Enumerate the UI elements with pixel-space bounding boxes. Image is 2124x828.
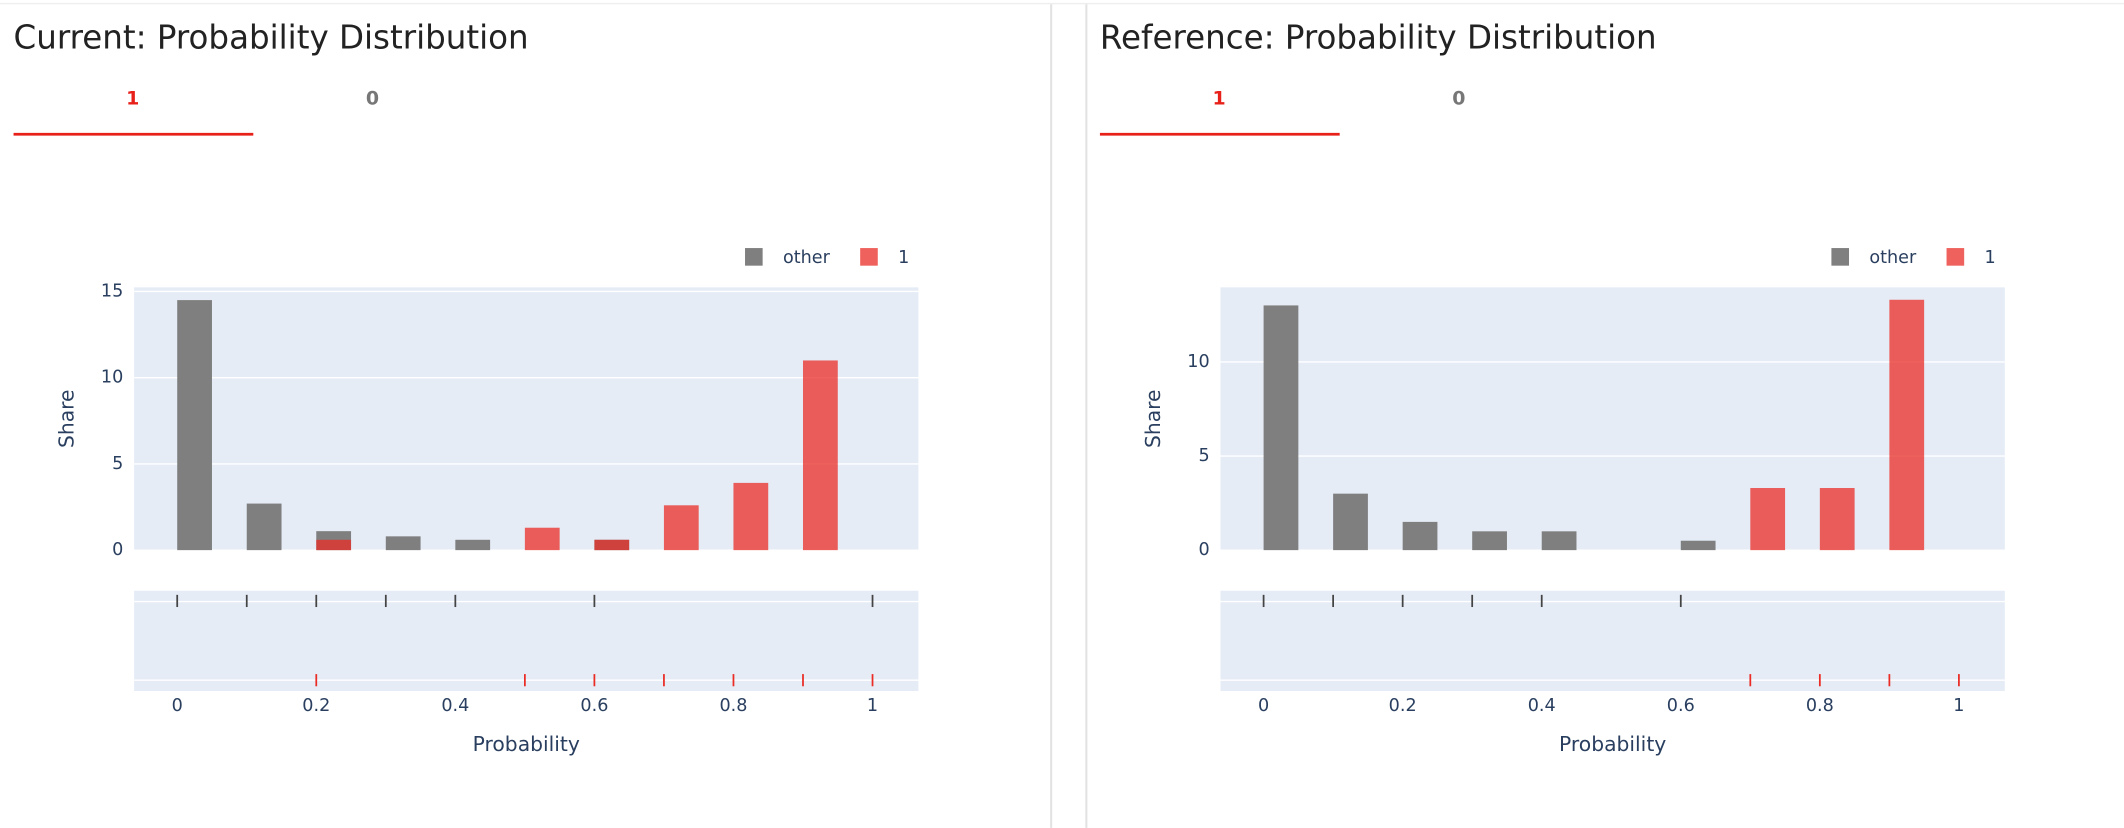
bar [802,360,838,551]
x-tick-label: 1 [867,696,878,716]
bar [246,503,282,551]
bar [316,539,352,551]
x-tick-label: 1 [1953,696,1964,716]
bar [177,300,212,551]
tab[interactable]: 1 [126,88,139,110]
x-axis-label: Probability [1559,732,1666,756]
y-axis-label: Share [1141,389,1165,448]
x-tick-label: 0.6 [580,696,608,716]
bar [1541,531,1577,551]
y-tick-label: 10 [101,368,123,388]
tab[interactable]: 0 [366,88,379,110]
tab[interactable]: 0 [1452,88,1465,110]
bar [1333,493,1368,551]
y-tick-label: 15 [101,281,123,301]
y-tick-label: 10 [1187,352,1209,372]
legend-label: 1 [898,248,909,268]
bar [1402,521,1438,551]
bar [1819,488,1855,551]
legend-swatch [860,248,878,266]
y-tick-label: 0 [112,540,123,560]
rug-area [134,590,919,692]
panel-title: Reference: Probability Distribution [1100,18,1657,56]
legend-swatch [1946,248,1965,266]
panel-title: Current: Probability Distribution [14,18,529,56]
bar [455,539,491,551]
bar [385,536,421,551]
x-tick-label: 0 [1258,696,1269,716]
y-tick-label: 5 [112,454,123,474]
bar [1889,299,1925,551]
bar [1750,488,1786,551]
x-tick-label: 0.2 [1389,696,1417,716]
bar [733,482,769,551]
x-axis-label: Probability [473,732,580,756]
bar [663,505,699,551]
x-tick-label: 0.8 [1806,696,1834,716]
x-tick-label: 0.8 [719,696,747,716]
bar [524,527,560,551]
legend-label: other [783,248,831,268]
tab[interactable]: 1 [1213,88,1226,110]
legend-swatch [1831,248,1850,266]
legend-label: other [1869,248,1917,268]
x-tick-label: 0.4 [441,696,469,716]
y-axis-label: Share [55,389,79,448]
x-tick-label: 0 [172,696,183,716]
x-tick-label: 0.4 [1528,696,1556,716]
rug-area [1220,590,2005,692]
y-tick-label: 0 [1198,540,1209,560]
x-tick-label: 0.6 [1667,696,1695,716]
bar [1472,531,1507,551]
y-tick-label: 5 [1198,446,1209,466]
bar [1680,540,1716,551]
x-tick-label: 0.2 [302,696,330,716]
legend-label: 1 [1984,248,1995,268]
legend-swatch [745,248,763,266]
bar [594,539,630,551]
bar [1263,305,1299,551]
